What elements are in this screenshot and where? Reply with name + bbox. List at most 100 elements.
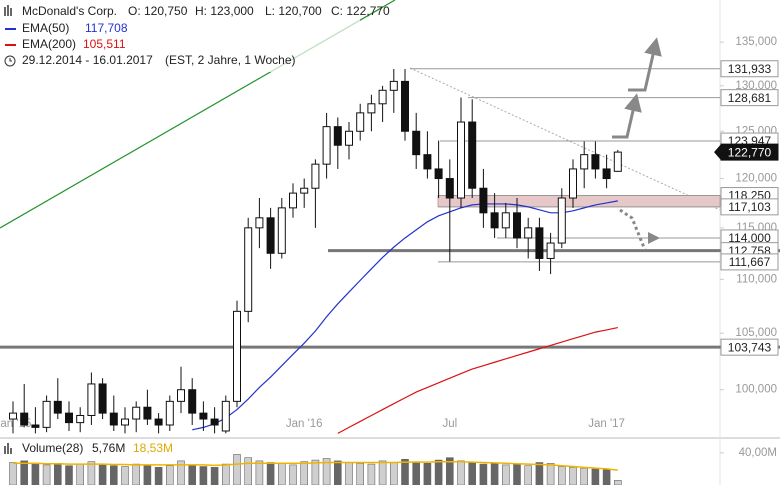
y-tick-label: 130,000: [735, 80, 777, 92]
volume-bar: [501, 464, 510, 485]
volume-bar: [233, 454, 241, 485]
candle-body: [9, 412, 17, 420]
level-box: [720, 60, 779, 78]
clock-icon: [9, 58, 12, 62]
candle-body: [177, 389, 185, 402]
chart-title: McDonald's Corp.: [22, 4, 117, 18]
volume-bar: [65, 465, 73, 485]
trend-line-dotted: [409, 67, 721, 211]
candle-body: [121, 418, 129, 426]
candle-body: [557, 197, 566, 244]
volume-bar: [199, 466, 208, 485]
candle-body: [76, 414, 85, 424]
candle-body: [524, 227, 533, 239]
volume-bar: [132, 463, 140, 485]
volume-bar: [434, 459, 443, 485]
candle-body: [513, 212, 521, 239]
volume-bar: [20, 460, 29, 485]
volume-bar: [98, 464, 107, 485]
candle-body: [423, 154, 432, 170]
candle-body: [188, 389, 197, 414]
volume-bar: [266, 462, 275, 485]
candle-body: [501, 212, 510, 229]
volume-bar: [401, 458, 409, 485]
candle-body: [98, 383, 107, 414]
volume-bar: [31, 463, 40, 485]
arrow-up: [628, 37, 662, 92]
level-box: [720, 89, 779, 107]
ohlc: C: 122,770: [331, 4, 390, 18]
candle-body: [255, 217, 264, 229]
candle-body: [389, 80, 398, 91]
volume-bar: [210, 467, 219, 485]
volume-bar: [613, 480, 622, 485]
candle-body: [20, 412, 29, 426]
volume-bar: [356, 463, 365, 485]
x-tick-label: Jan '17: [588, 418, 625, 430]
date-range: 29.12.2014 - 16.01.2017: [22, 53, 153, 67]
level-label: 117,103: [728, 200, 771, 214]
volume-bar: [412, 461, 421, 485]
volume-bar: [367, 463, 376, 485]
volume-bar: [289, 464, 297, 485]
level-label: 114,000: [728, 231, 771, 245]
level-box: [720, 143, 779, 161]
candle-body: [143, 406, 152, 420]
candle-body: [490, 212, 499, 229]
level-label: 122,770: [728, 145, 772, 159]
volume-bar: [591, 468, 600, 485]
volume-bar: [121, 466, 129, 485]
volume-bar: [580, 467, 589, 485]
arrow-up: [612, 93, 642, 139]
volume-bar: [255, 460, 264, 485]
volume-bar: [244, 457, 252, 485]
level-label: 103,743: [728, 340, 772, 354]
legend-value: 105,511: [83, 37, 126, 51]
clock-icon: [4, 55, 16, 67]
ohlc: O: 120,750: [128, 4, 188, 18]
candle-body: [378, 89, 387, 105]
volume-bar: [423, 463, 432, 485]
line-series: [337, 326, 618, 434]
meta: (EST, 2 Jahre, 1 Woche): [165, 53, 296, 67]
volume-bar: [345, 462, 353, 485]
level-label: 111,667: [729, 255, 771, 269]
candle-body: [613, 151, 622, 172]
y-tick-label: 40,00M: [739, 447, 777, 459]
candle-body: [468, 121, 477, 189]
y-tick-label: 110,000: [736, 273, 777, 285]
candle-body: [311, 163, 320, 189]
candle-body: [569, 168, 577, 199]
candle-body: [53, 400, 62, 414]
candle-body: [42, 400, 51, 428]
x-tick-label: Jul: [442, 418, 457, 430]
line-series: [13, 460, 618, 471]
candle-body: [300, 187, 309, 194]
volume-label: Volume(28): [22, 441, 83, 455]
candle-body: [345, 130, 353, 146]
candle-body: [65, 412, 73, 424]
candle-body: [445, 178, 454, 199]
legend-value: 117,708: [85, 21, 128, 35]
volume-bar: [333, 460, 342, 485]
volume-ma-value: 18,53M: [133, 441, 173, 455]
plot: 100,000105,000110,000115,000120,000125,0…: [0, 36, 780, 485]
candle-body: [244, 227, 253, 312]
candle-body: [535, 227, 544, 259]
volume-bar: [389, 462, 398, 485]
candle-body: [266, 217, 275, 254]
x-tick-label: Jan '16: [286, 418, 323, 430]
volume-bar: [188, 464, 196, 485]
volume-bar: [277, 463, 286, 485]
y-tick-label: 105,000: [735, 327, 777, 339]
level-label: 131,933: [728, 62, 772, 76]
candle-body: [367, 103, 376, 114]
volume-bar: [524, 465, 533, 485]
volume-bar: [154, 467, 163, 485]
candle-body: [356, 112, 365, 132]
candle-body: [165, 400, 174, 426]
ohlc: H: 123,000: [195, 4, 254, 18]
volume-bar: [513, 463, 521, 485]
